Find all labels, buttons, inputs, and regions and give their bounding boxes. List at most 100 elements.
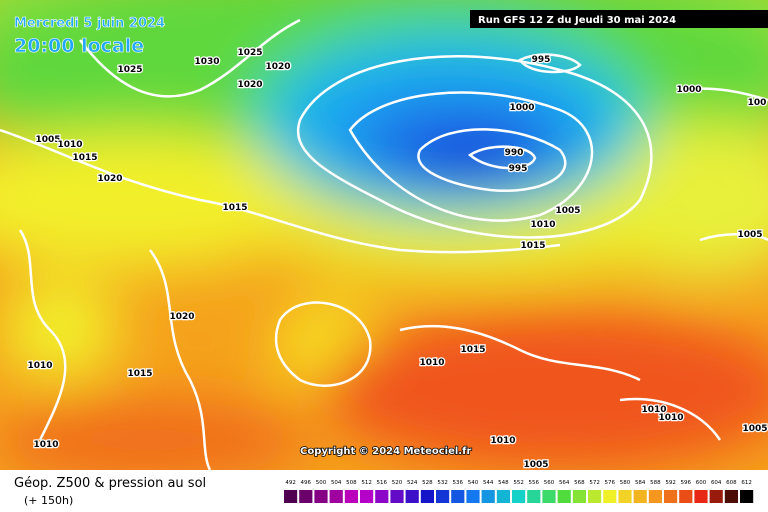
isobar-label: 1015: [72, 153, 97, 163]
scale-label: 572: [589, 480, 600, 486]
scale-swatch: [314, 490, 328, 503]
scale-swatch: [436, 490, 450, 503]
scale-swatch: [603, 490, 617, 503]
scale-label: 580: [620, 480, 631, 486]
scale-label: 492: [285, 480, 296, 486]
isobar-label: 1010: [530, 220, 555, 230]
isobar-label: 1000: [676, 85, 701, 95]
scale-label: 588: [650, 480, 661, 486]
isobar-label: 1025: [237, 48, 262, 58]
scale-label: 532: [437, 480, 448, 486]
isobar-label: 1020: [97, 174, 122, 184]
scale-swatch: [664, 490, 678, 503]
scale-swatch: [527, 490, 541, 503]
scale-label: 508: [346, 480, 357, 486]
scale-label: 520: [392, 480, 403, 486]
scale-swatch: [466, 490, 480, 503]
scale-label: 604: [711, 480, 722, 486]
isobar-label: 1010: [33, 440, 58, 450]
isobar-label: 1010: [27, 361, 52, 371]
scale-swatch: [542, 490, 556, 503]
scale-swatch: [572, 490, 586, 503]
date: Mercredi 5 juin 2024: [14, 16, 165, 31]
scale-swatch: [648, 490, 662, 503]
isobar-label: 1010: [419, 358, 444, 368]
isobars: [0, 18, 768, 470]
scale-label: 568: [574, 480, 585, 486]
scale-swatch: [557, 490, 571, 503]
scale-swatch: [679, 490, 693, 503]
scale-swatch: [740, 490, 754, 503]
scale-swatch: [451, 490, 465, 503]
time: 20:00 locale: [14, 35, 144, 57]
scale-label: 564: [559, 480, 570, 486]
scale-label: 536: [453, 480, 464, 486]
scale-label: 500: [316, 480, 327, 486]
scale-label: 504: [331, 480, 342, 486]
isobar-label: 1005: [742, 424, 767, 434]
scale-label: 548: [498, 480, 509, 486]
scale-label: 540: [468, 480, 479, 486]
run-label: Run GFS 12 Z du Jeudi 30 mai 2024: [478, 15, 676, 26]
isobar-label: 1020: [265, 62, 290, 72]
isobar-label: 1030: [194, 57, 219, 67]
scale-swatch: [481, 490, 495, 503]
scale-label: 496: [301, 480, 312, 486]
isobar-label: 990: [505, 148, 524, 158]
scale-swatch: [390, 490, 404, 503]
scale-label: 524: [407, 480, 418, 486]
scale-swatch: [329, 490, 343, 503]
scale-label: 552: [513, 480, 524, 486]
isobar-label: 995: [532, 55, 551, 65]
copyright: Copyright © 2024 Meteociel.fr: [300, 446, 471, 457]
scale-swatch: [709, 490, 723, 503]
isobar-label: 1005: [555, 206, 580, 216]
isobar-label: 1005: [737, 230, 762, 240]
scale-label: 528: [422, 480, 433, 486]
scale-label: 516: [377, 480, 388, 486]
isobar-label: 1010: [641, 405, 666, 415]
isobar-label: 1010: [490, 436, 515, 446]
legend-lead: (+ 150h): [24, 494, 73, 507]
scale-label: 608: [726, 480, 737, 486]
isobar-label: 995: [509, 164, 528, 174]
scale-swatch: [512, 490, 526, 503]
scale-swatch: [633, 490, 647, 503]
scale-swatch: [724, 490, 738, 503]
field: 1025103010251020102099510001001000990995…: [0, 0, 768, 470]
scale-swatch: [588, 490, 602, 503]
scale-swatch: [420, 490, 434, 503]
isobar-label: 1015: [127, 369, 152, 379]
scale-label: 596: [681, 480, 692, 486]
isobar-label: 1005: [523, 460, 548, 470]
isobar-label: 1010: [57, 140, 82, 150]
scale-swatch: [618, 490, 632, 503]
scale-swatch: [284, 490, 298, 503]
isobar-label: 1025: [117, 65, 142, 75]
scale-label: 556: [529, 480, 540, 486]
isobar-label: 1010: [658, 413, 683, 423]
scale-label: 512: [361, 480, 372, 486]
scale-label: 592: [665, 480, 676, 486]
isobar-label: 100: [748, 98, 767, 108]
scale-swatch: [360, 490, 374, 503]
scale-swatch: [375, 490, 389, 503]
scale-label: 576: [605, 480, 616, 486]
scale-label: 584: [635, 480, 646, 486]
scale-swatch: [405, 490, 419, 503]
isobar-label: 1015: [460, 345, 485, 355]
isobar-label: 1020: [169, 312, 194, 322]
run-bar: [470, 10, 768, 28]
scale-label: 612: [741, 480, 752, 486]
isobar-label: 1000: [509, 103, 534, 113]
scale-swatch: [694, 490, 708, 503]
scale-label: 600: [696, 480, 707, 486]
scale-swatch: [299, 490, 313, 503]
legend-title: Géop. Z500 & pression au sol: [14, 476, 206, 491]
isobar-label: 1020: [237, 80, 262, 90]
scale-swatch: [496, 490, 510, 503]
isobar-label: 1015: [222, 203, 247, 213]
isobar-label: 1015: [520, 241, 545, 251]
